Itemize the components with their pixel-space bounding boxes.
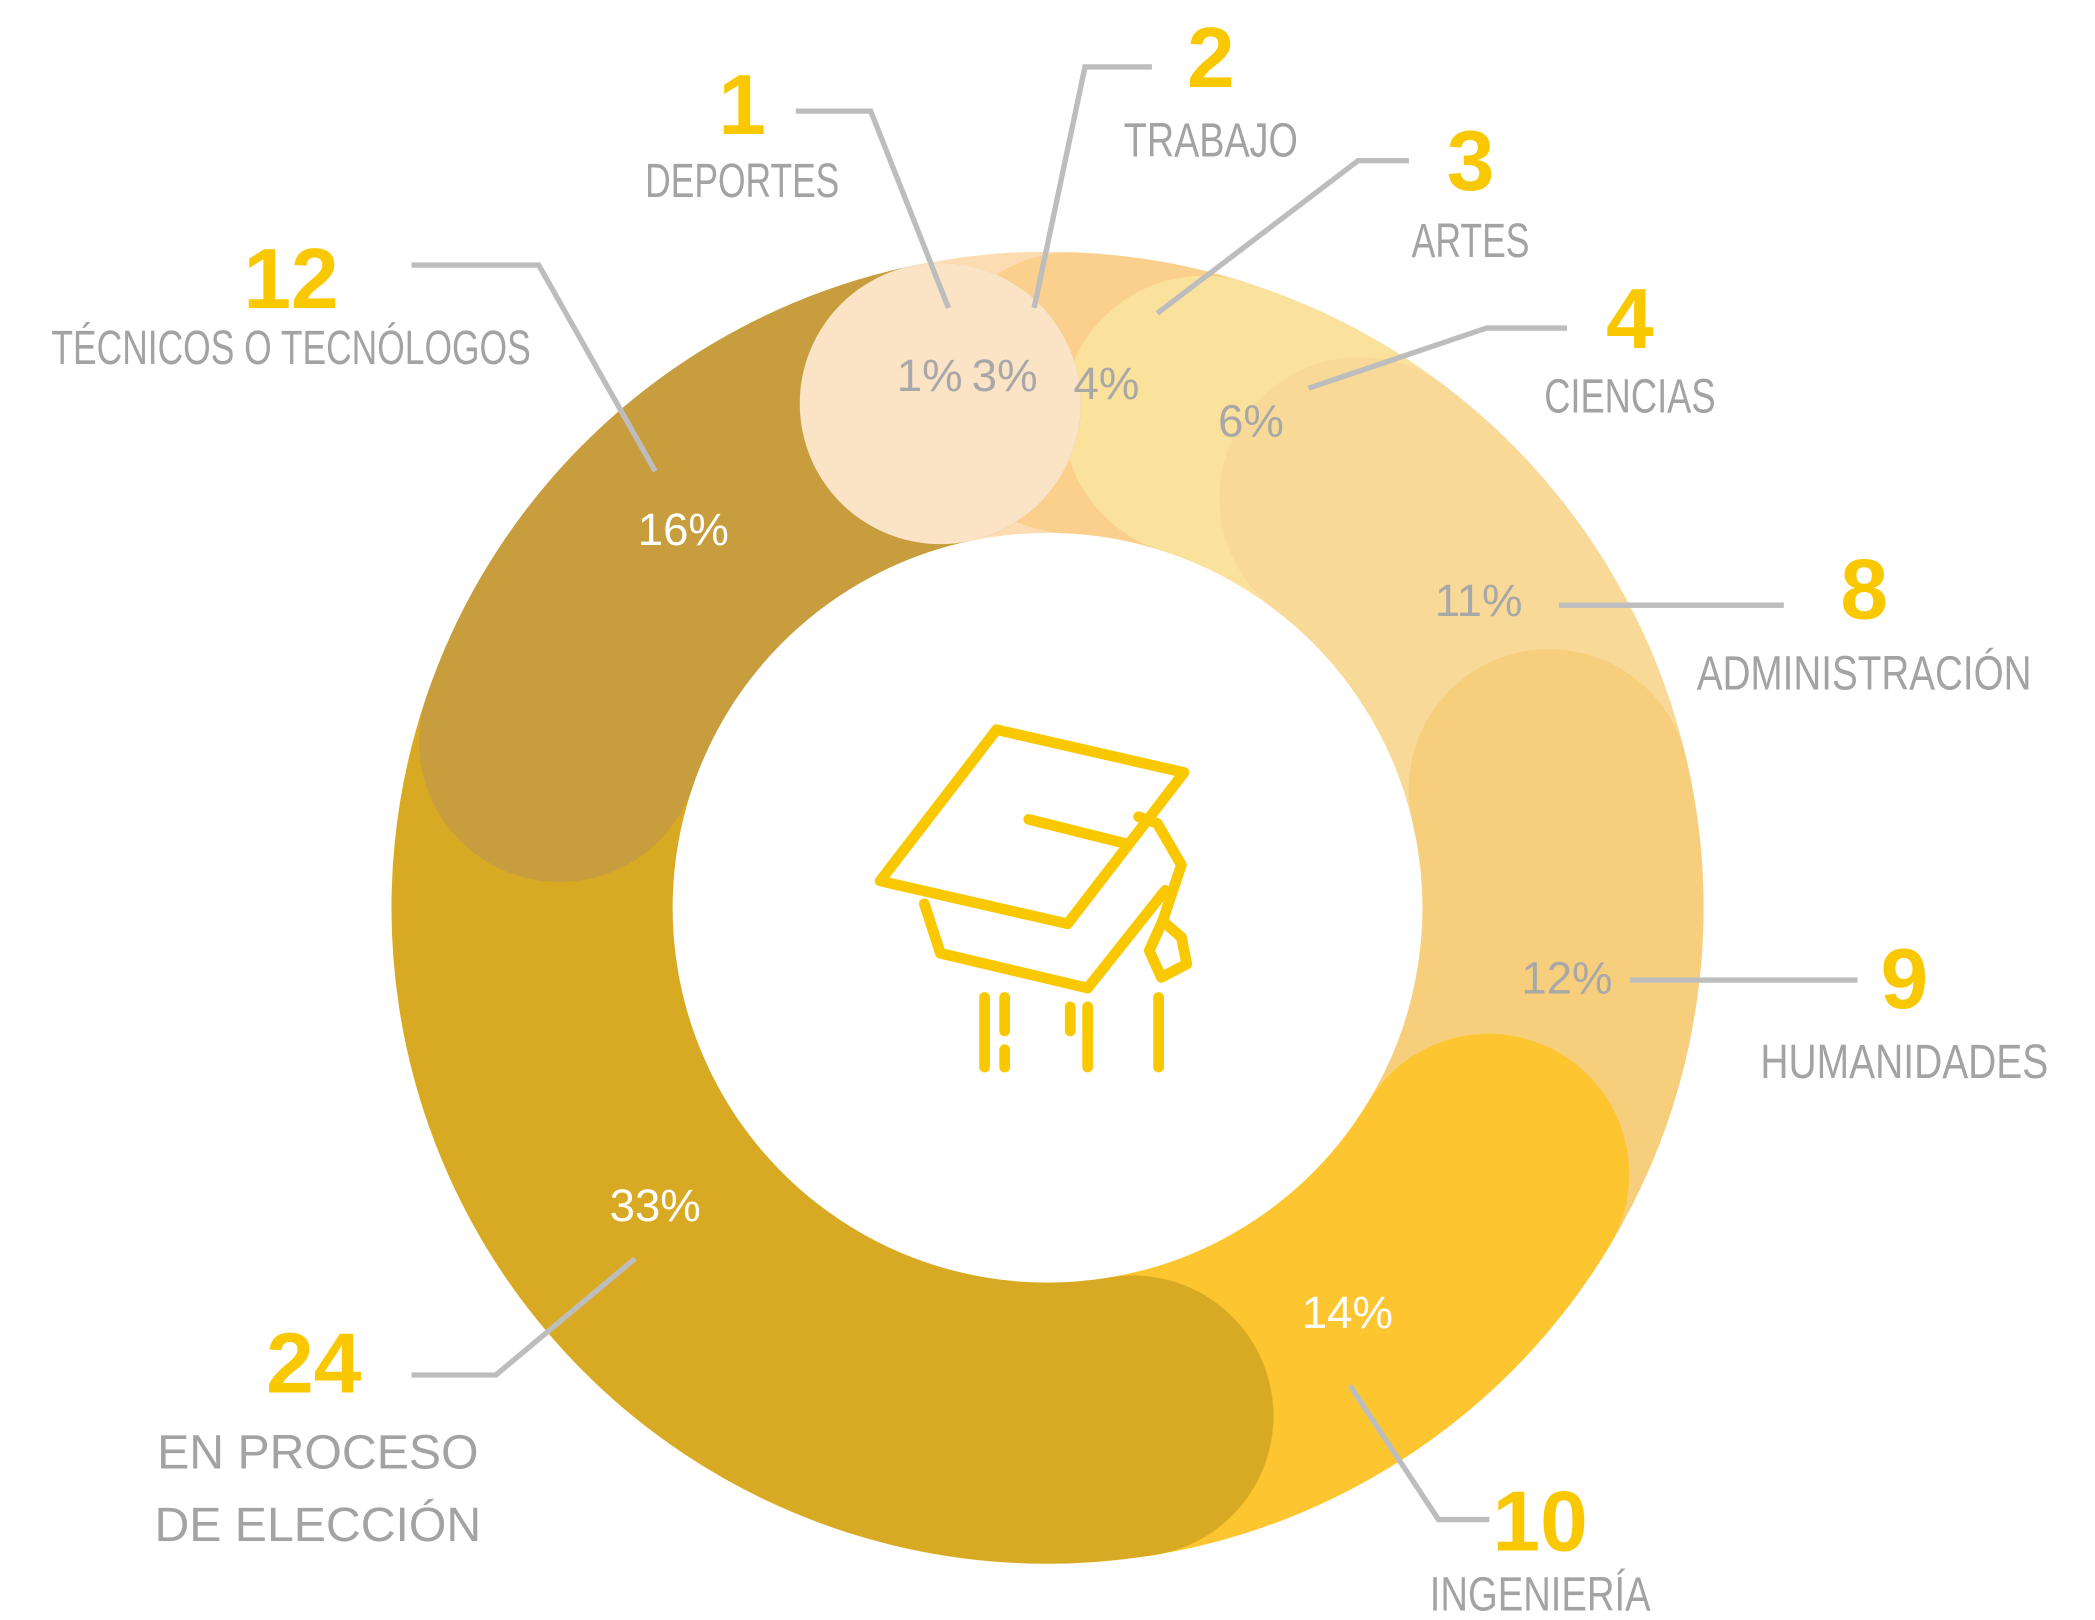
- donut-segment: [391, 600, 1274, 1564]
- percent-label: 1%: [897, 350, 963, 401]
- percent-label: 12%: [1521, 952, 1612, 1003]
- percent-label: 4%: [1074, 358, 1140, 409]
- category-label: EN PROCESO DE ELECCIÓN: [154, 1424, 482, 1552]
- segment-cap: [799, 262, 1081, 545]
- percent-label: 16%: [638, 504, 729, 555]
- leader-line: [1155, 157, 1409, 316]
- category-label: ADMINISTRACIÓN: [1697, 647, 2032, 701]
- count-label: 8: [1840, 542, 1888, 638]
- leader-line: [411, 262, 658, 473]
- count-label: 12: [243, 231, 338, 327]
- count-label: 10: [1493, 1473, 1588, 1569]
- count-label: 2: [1187, 10, 1235, 106]
- graduation-cap-icon: [874, 724, 1193, 1073]
- percent-label: 14%: [1302, 1287, 1393, 1338]
- percent-label: 6%: [1218, 395, 1284, 446]
- leader-line: [1031, 64, 1152, 309]
- category-label: ARTES: [1412, 214, 1530, 268]
- count-label: 4: [1606, 271, 1654, 367]
- category-label: INGENIERÍA: [1430, 1568, 1652, 1620]
- percent-label: 11%: [1435, 575, 1523, 626]
- count-label: 3: [1447, 113, 1495, 209]
- count-label: 1: [718, 57, 766, 153]
- donut-ring: [391, 251, 1704, 1564]
- category-label: TÉCNICOS O TECNÓLOGOS: [51, 321, 530, 375]
- leader-line: [1307, 325, 1567, 391]
- category-label: TRABAJO: [1124, 114, 1298, 168]
- leader-line: [411, 1256, 637, 1378]
- percent-label: 3%: [972, 350, 1038, 401]
- category-label: DEPORTES: [645, 154, 839, 208]
- leader-line: [795, 108, 951, 309]
- category-label: HUMANIDADES: [1760, 1035, 2048, 1089]
- category-label: CIENCIAS: [1544, 369, 1715, 423]
- leader-line: [1347, 1384, 1490, 1523]
- category-label-box: EN PROCESO DE ELECCIÓN: [154, 1424, 482, 1552]
- count-label: 9: [1881, 931, 1929, 1027]
- percent-label: 33%: [610, 1180, 701, 1231]
- count-label: 24: [266, 1315, 362, 1411]
